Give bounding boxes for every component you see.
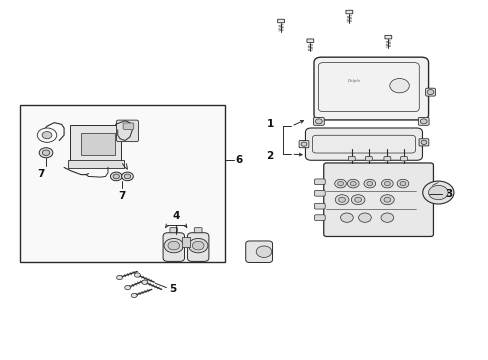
Circle shape — [256, 246, 271, 257]
Circle shape — [163, 238, 183, 253]
Circle shape — [337, 181, 343, 186]
Circle shape — [427, 185, 447, 200]
Circle shape — [42, 150, 50, 156]
Circle shape — [124, 174, 130, 179]
Circle shape — [122, 172, 133, 181]
FancyBboxPatch shape — [400, 157, 407, 161]
Text: 5: 5 — [168, 284, 176, 294]
Circle shape — [420, 140, 426, 144]
Circle shape — [301, 142, 306, 146]
Circle shape — [124, 285, 130, 290]
Text: 1: 1 — [266, 120, 273, 129]
Circle shape — [116, 275, 122, 280]
FancyBboxPatch shape — [313, 57, 427, 120]
Circle shape — [381, 179, 392, 188]
Circle shape — [167, 241, 179, 250]
Circle shape — [334, 195, 348, 205]
Text: 4: 4 — [172, 211, 180, 221]
Circle shape — [366, 181, 372, 186]
FancyBboxPatch shape — [123, 123, 134, 130]
Bar — [20, 105, 224, 262]
Circle shape — [399, 181, 405, 186]
FancyBboxPatch shape — [116, 120, 138, 141]
FancyBboxPatch shape — [345, 10, 352, 14]
FancyBboxPatch shape — [365, 157, 371, 161]
Circle shape — [315, 119, 322, 124]
Circle shape — [380, 213, 393, 222]
Text: 7: 7 — [118, 191, 125, 201]
FancyBboxPatch shape — [314, 190, 325, 196]
Circle shape — [350, 195, 364, 205]
Circle shape — [426, 90, 433, 95]
Circle shape — [131, 293, 137, 298]
Text: 2: 2 — [266, 150, 273, 161]
Text: 6: 6 — [235, 155, 242, 165]
Circle shape — [380, 195, 393, 205]
FancyBboxPatch shape — [418, 139, 428, 146]
Circle shape — [354, 197, 361, 202]
FancyBboxPatch shape — [314, 215, 325, 221]
FancyBboxPatch shape — [323, 163, 432, 237]
FancyBboxPatch shape — [384, 35, 391, 39]
Bar — [81, 134, 115, 155]
Text: Delphi: Delphi — [347, 80, 360, 84]
FancyBboxPatch shape — [194, 228, 202, 233]
FancyBboxPatch shape — [305, 128, 422, 160]
Circle shape — [383, 197, 390, 202]
Circle shape — [340, 213, 352, 222]
FancyBboxPatch shape — [313, 117, 324, 125]
FancyBboxPatch shape — [299, 140, 308, 148]
FancyBboxPatch shape — [245, 241, 272, 262]
Circle shape — [37, 128, 57, 142]
Circle shape — [39, 148, 53, 158]
Circle shape — [338, 197, 345, 202]
Circle shape — [142, 280, 147, 284]
FancyBboxPatch shape — [425, 88, 434, 96]
FancyBboxPatch shape — [163, 233, 184, 261]
Circle shape — [419, 119, 426, 124]
Bar — [70, 125, 121, 167]
Bar — [181, 237, 190, 247]
Circle shape — [188, 238, 207, 253]
Circle shape — [42, 132, 52, 139]
FancyBboxPatch shape — [383, 157, 390, 161]
Circle shape — [422, 181, 453, 204]
Circle shape — [192, 241, 203, 250]
Circle shape — [346, 179, 358, 188]
Circle shape — [113, 174, 119, 179]
Bar — [68, 160, 123, 168]
Circle shape — [134, 273, 140, 277]
Circle shape — [334, 179, 346, 188]
Circle shape — [384, 181, 389, 186]
FancyBboxPatch shape — [187, 233, 208, 261]
Text: 3: 3 — [445, 189, 452, 199]
FancyBboxPatch shape — [314, 203, 325, 209]
FancyBboxPatch shape — [169, 228, 177, 233]
FancyBboxPatch shape — [314, 179, 325, 185]
Circle shape — [358, 213, 370, 222]
FancyBboxPatch shape — [306, 39, 313, 42]
FancyBboxPatch shape — [277, 19, 284, 23]
Circle shape — [396, 179, 408, 188]
Text: 7: 7 — [38, 169, 45, 179]
Circle shape — [110, 172, 122, 181]
Circle shape — [389, 78, 408, 93]
Circle shape — [349, 181, 355, 186]
FancyBboxPatch shape — [417, 117, 428, 125]
Circle shape — [363, 179, 375, 188]
FancyBboxPatch shape — [347, 157, 354, 161]
